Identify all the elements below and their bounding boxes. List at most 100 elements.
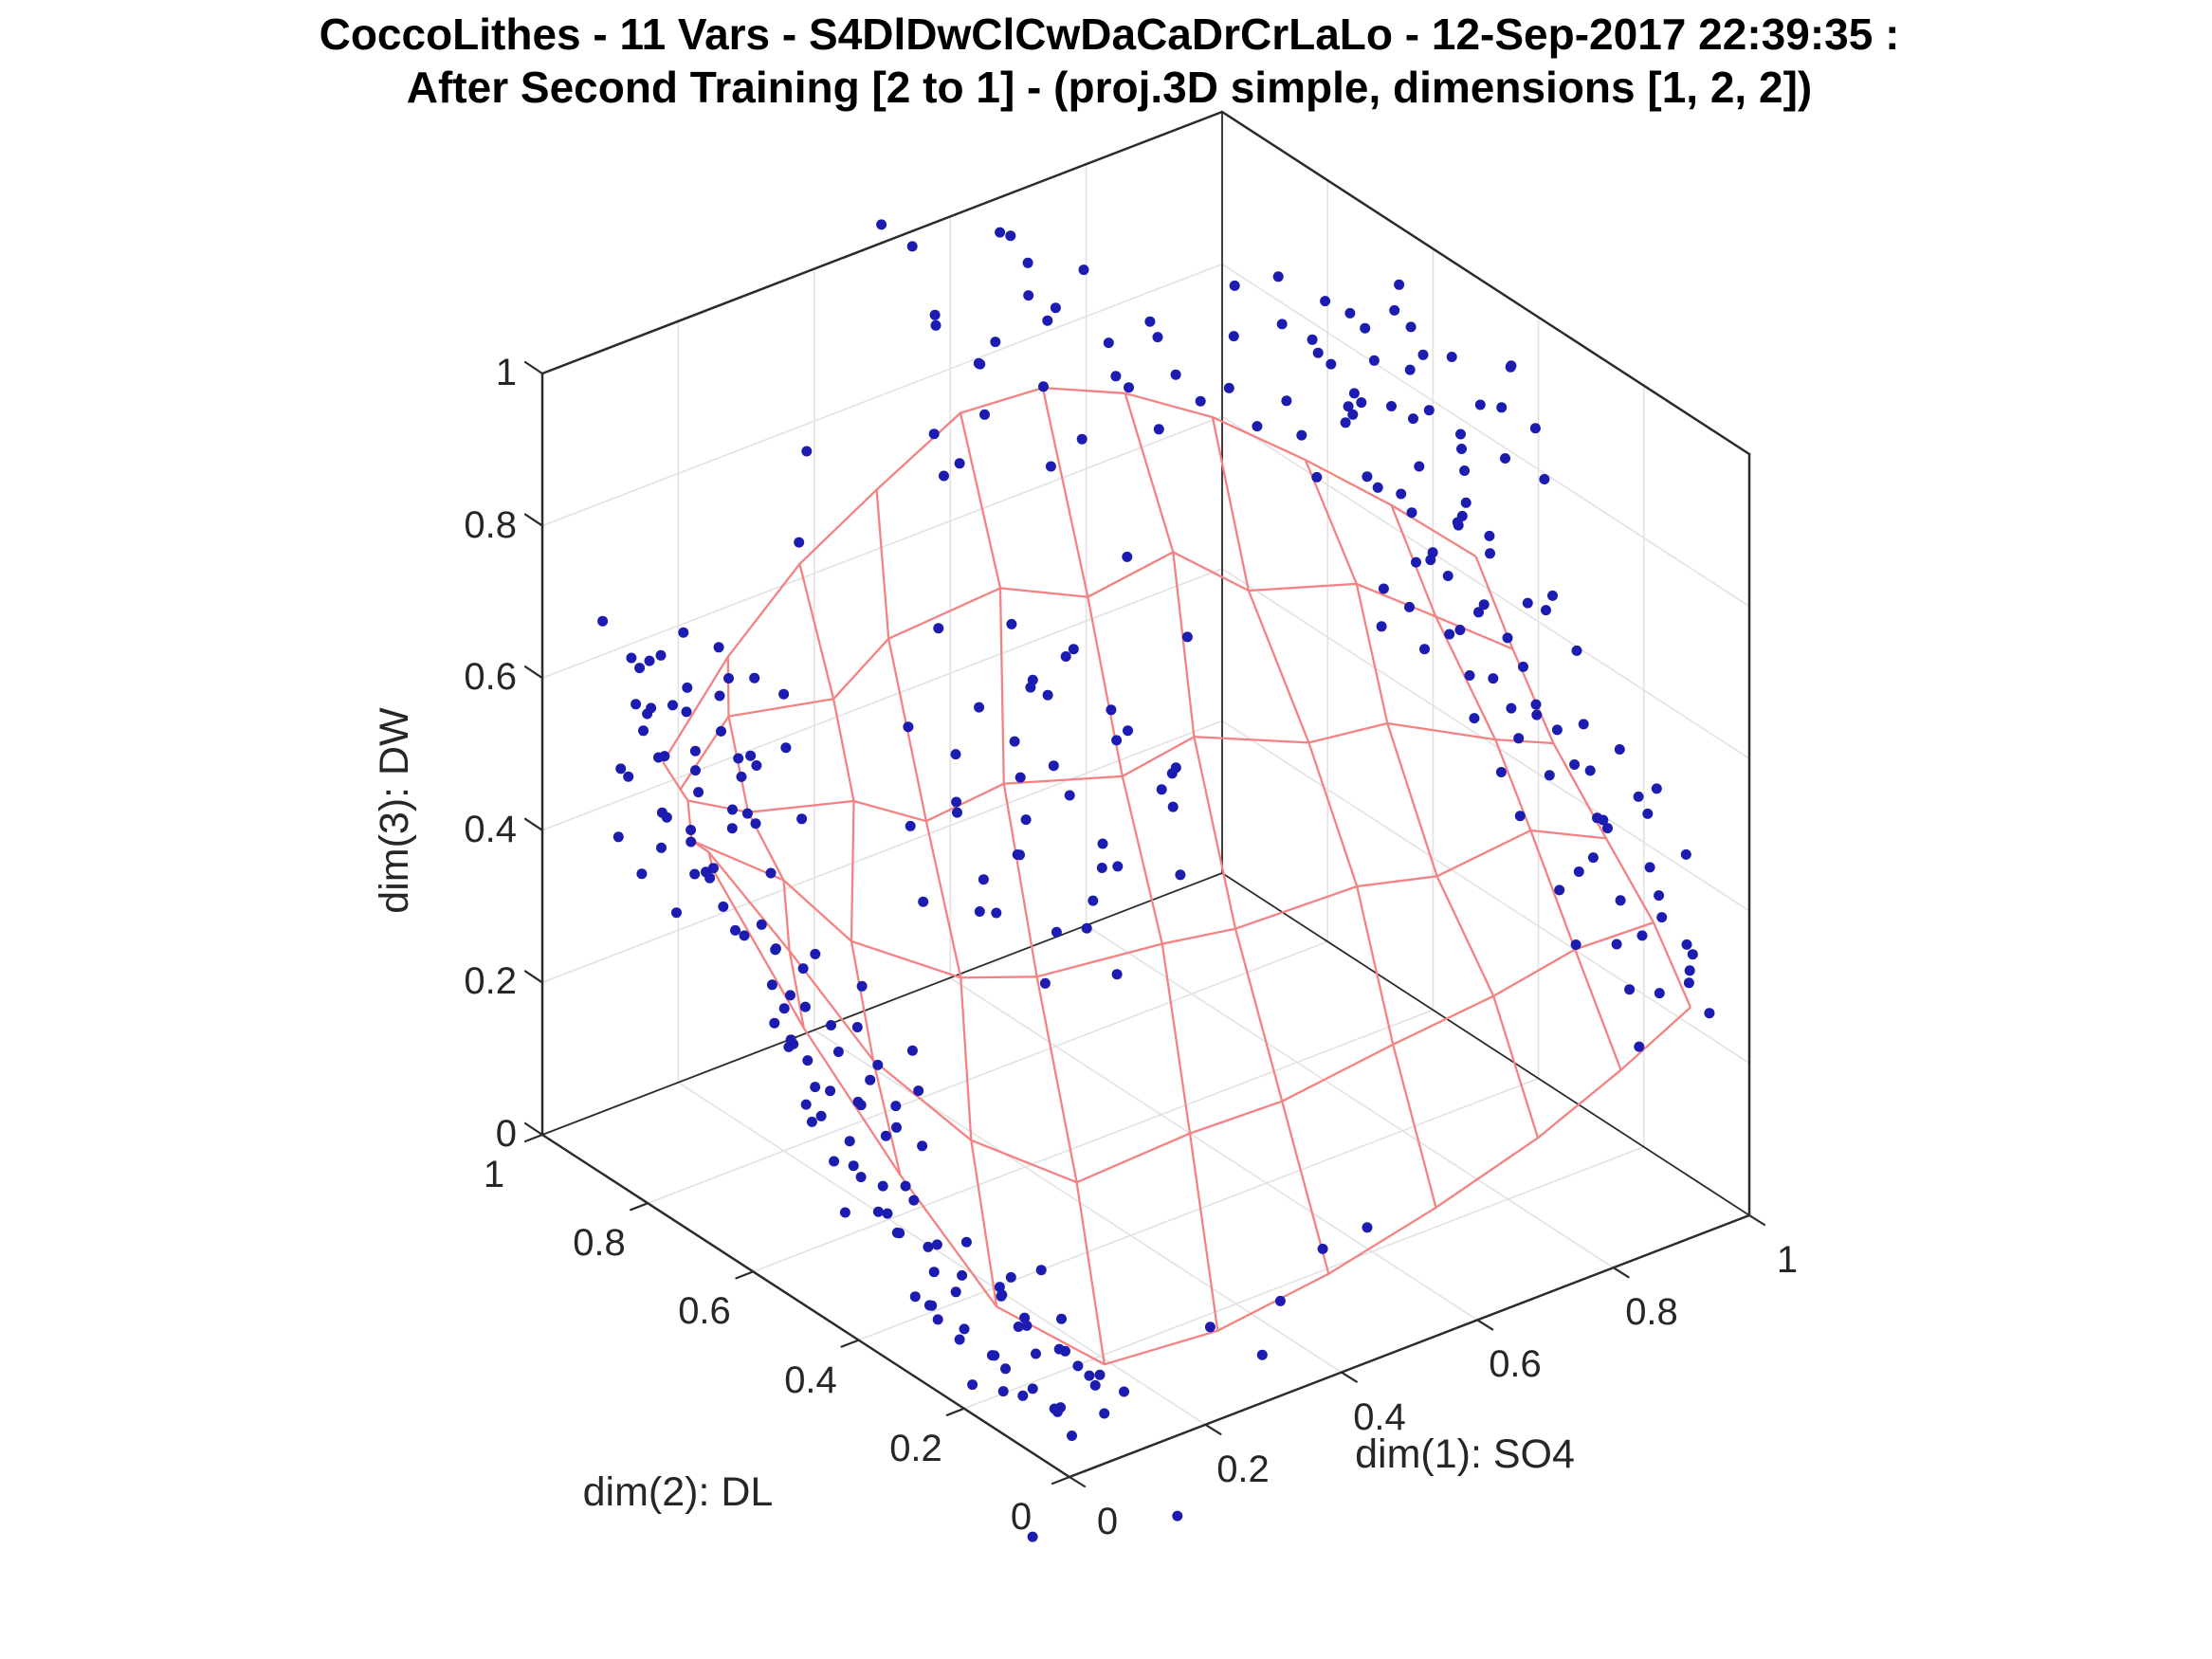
scatter-point — [751, 760, 762, 771]
scatter-point — [1252, 421, 1263, 432]
scatter-point — [799, 1001, 811, 1012]
scatter-point — [745, 750, 757, 761]
scatter-point — [693, 787, 704, 798]
scatter-point — [810, 948, 821, 959]
box-edge-floor-back-left — [541, 872, 1223, 1136]
scatter-point — [1167, 801, 1179, 812]
scatter-point — [826, 1020, 836, 1030]
scatter-point — [1362, 471, 1373, 483]
z-tick — [523, 970, 544, 984]
scatter-point — [707, 863, 719, 874]
scatter-point — [926, 1300, 938, 1311]
scatter-point — [689, 745, 701, 757]
scatter-point — [1459, 465, 1471, 476]
scatter-point — [1500, 453, 1510, 464]
scatter-point — [1156, 784, 1167, 795]
scatter-point — [1442, 571, 1453, 581]
som-mesh-column — [1041, 387, 1219, 1331]
scatter-point — [974, 906, 985, 917]
scatter-point — [1228, 331, 1239, 342]
gridline-floor-x — [677, 1082, 1207, 1426]
scatter-layer — [597, 219, 1715, 1542]
z-tick — [523, 665, 544, 680]
y-tick-label: 1 — [484, 1154, 504, 1195]
scatter-point — [929, 309, 941, 320]
scatter-point — [671, 907, 682, 919]
scatter-point — [1027, 1531, 1038, 1542]
scatter-point — [844, 1136, 855, 1147]
scatter-point — [1636, 930, 1648, 941]
scatter-point — [1027, 674, 1038, 685]
scatter-point — [995, 227, 1006, 238]
gridline-floor-y — [647, 940, 1328, 1204]
scatter-point — [1152, 332, 1163, 343]
scatter-point — [856, 980, 868, 992]
scatter-point — [1455, 428, 1466, 440]
scatter-point — [839, 1207, 850, 1218]
scatter-point — [646, 702, 657, 714]
scatter-point — [815, 1110, 827, 1121]
scatter-point — [1539, 474, 1550, 484]
x-tick-label: 0.2 — [1216, 1449, 1270, 1490]
scatter-point — [933, 623, 944, 634]
scatter-point — [1684, 965, 1695, 976]
gridline-leftwall-z — [541, 720, 1223, 984]
som-mesh-column — [875, 489, 998, 1307]
scatter-point — [872, 1059, 884, 1070]
scatter-point — [1611, 939, 1622, 950]
scatter-point — [1060, 1345, 1070, 1357]
scatter-point — [800, 1099, 812, 1110]
gridline-rightwall-z — [1221, 567, 1750, 912]
scatter-point — [906, 241, 918, 252]
scatter-point — [974, 702, 985, 713]
gridline-rightwall-z — [1221, 720, 1750, 1065]
chart-title-line1: CoccoLithes - 11 Vars - S4DlDwClCwDaCaDr… — [320, 9, 1900, 59]
scatter-point — [852, 1096, 864, 1107]
scatter-point — [1454, 625, 1466, 635]
scatter-point — [1097, 838, 1108, 849]
scatter-point — [1005, 1271, 1016, 1283]
scatter-point — [1378, 583, 1389, 594]
scatter-point — [1624, 984, 1636, 995]
scatter-point — [682, 682, 693, 693]
scatter-point — [1170, 369, 1181, 380]
scatter-point — [832, 1047, 844, 1057]
scatter-point — [891, 1121, 902, 1133]
scatter-point — [908, 1194, 920, 1206]
scatter-point — [1406, 507, 1417, 519]
z-tick-label: 0.4 — [464, 809, 517, 850]
scatter-point — [851, 1022, 863, 1032]
y-tick — [523, 1133, 544, 1143]
scatter-point — [894, 1228, 905, 1239]
scatter-point — [952, 807, 962, 818]
axes-layer — [523, 110, 1766, 1488]
scatter-point — [1051, 926, 1062, 938]
scatter-point — [1078, 264, 1089, 276]
scatter-point — [1541, 605, 1551, 616]
scatter-point — [951, 796, 962, 808]
scatter-point — [739, 930, 750, 941]
scatter-point — [1484, 530, 1495, 541]
y-tick-label: 0.6 — [678, 1290, 731, 1332]
scatter-point — [597, 615, 609, 627]
scatter-point — [1495, 767, 1507, 777]
scatter-point — [631, 699, 642, 710]
scatter-point — [1347, 409, 1359, 420]
scatter-point — [690, 765, 701, 776]
scatter-point — [612, 831, 624, 843]
z-axis-label: dim(3): DW — [372, 707, 417, 914]
scatter-point — [877, 1180, 888, 1192]
scatter-point — [1067, 1431, 1077, 1441]
scatter-point — [769, 1017, 780, 1029]
y-axis-label: dim(2): DL — [583, 1469, 774, 1515]
chart-title-line2: After Second Training [2 to 1] - (proj.3… — [407, 63, 1812, 112]
scatter-point — [1633, 791, 1644, 802]
scatter-point — [913, 1085, 924, 1097]
scatter-point — [1396, 488, 1407, 500]
scatter-point — [636, 868, 648, 880]
scatter-point — [1195, 395, 1206, 407]
scatter-point — [1544, 770, 1555, 781]
z-tick-label: 0.2 — [464, 960, 517, 1002]
scatter-point — [770, 943, 781, 955]
scatter-point — [1408, 413, 1418, 425]
